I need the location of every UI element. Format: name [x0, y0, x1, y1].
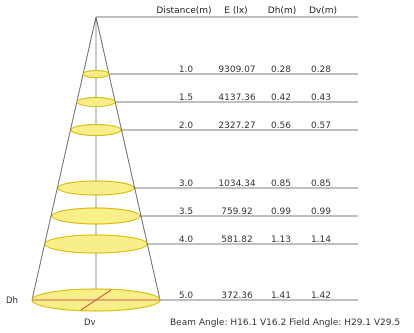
- row-1-e: 9309.07: [218, 65, 255, 75]
- beam-ellipse-3: [70, 124, 122, 136]
- row-2-dv: 0.43: [311, 93, 331, 103]
- row-4-e: 1034.34: [218, 179, 255, 189]
- header-distance: Distance(m): [156, 6, 211, 16]
- row-3-distance: 2.0: [179, 121, 194, 131]
- row-4-dh: 0.85: [271, 179, 291, 189]
- row-4-dv: 0.85: [311, 179, 331, 189]
- dv-label: Dv: [84, 318, 96, 328]
- row-2-distance: 1.5: [179, 93, 193, 103]
- dh-label: Dh: [6, 296, 18, 306]
- row-5-distance: 3.5: [179, 207, 193, 217]
- row-6-e: 581.82: [221, 235, 253, 245]
- beam-ellipse-5: [51, 207, 141, 225]
- row-2-e: 4137.36: [218, 93, 255, 103]
- row-3-dv: 0.57: [311, 121, 331, 131]
- row-5-dv: 0.99: [311, 207, 331, 217]
- row-7-dv: 1.42: [311, 291, 331, 301]
- row-2-dh: 0.42: [271, 93, 291, 103]
- row-7-dh: 1.41: [271, 291, 291, 301]
- beam-ellipse-1: [82, 70, 110, 78]
- row-7-distance: 5.0: [179, 291, 194, 301]
- row-1-distance: 1.0: [179, 65, 194, 75]
- row-5-e: 759.92: [221, 207, 253, 217]
- dv-diameter-line: [80, 289, 112, 311]
- row-4-distance: 3.0: [179, 179, 194, 189]
- beam-ellipse-6: [44, 234, 148, 254]
- header-dh: Dh(m): [268, 6, 296, 16]
- row-1-dh: 0.28: [271, 65, 291, 75]
- row-1-dv: 0.28: [311, 65, 331, 75]
- cone-right-edge: [95, 16, 161, 301]
- beam-ellipse-4: [57, 180, 135, 196]
- row-7-e: 372.36: [221, 291, 253, 301]
- row-6-dh: 1.13: [271, 235, 291, 245]
- row-3-dh: 0.56: [271, 121, 291, 131]
- cone-left-edge: [31, 16, 97, 301]
- beam-field-angle-footer: Beam Angle: H16.1 V16.2 Field Angle: H29…: [170, 318, 400, 328]
- beam-ellipse-2: [76, 97, 116, 107]
- row-6-dv: 1.14: [311, 235, 331, 245]
- header-illuminance: E (lx): [224, 6, 247, 16]
- row-6-distance: 4.0: [179, 235, 194, 245]
- row-3-e: 2327.27: [218, 121, 255, 131]
- row-5-dh: 0.99: [271, 207, 291, 217]
- header-dv: Dv(m): [309, 6, 337, 16]
